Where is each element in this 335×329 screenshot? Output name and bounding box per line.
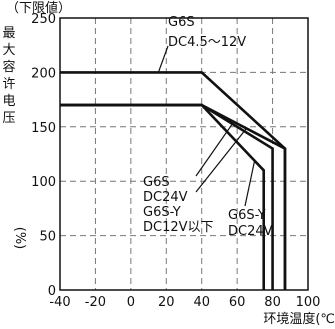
grid-lines: [60, 18, 308, 290]
leader-line: [195, 124, 233, 177]
series-label-line: G6S-Y: [143, 205, 181, 220]
series-line: [60, 103, 266, 290]
y-axis-label-char: 压: [2, 111, 15, 126]
plot-frame: [59, 17, 309, 291]
y-axis-unit: (%): [12, 227, 27, 250]
series-label-line: DC4.5～12V: [168, 35, 246, 50]
series-label-line: G6S: [143, 175, 170, 190]
series-label-line: G6S: [168, 15, 195, 30]
y-tick-label: 200: [31, 66, 56, 81]
y-axis-label-char: 容: [2, 59, 15, 75]
series-label-line: DC24V: [143, 190, 188, 205]
y-tick-label: 150: [31, 121, 56, 136]
series-label-g6s-y-dc24v: G6S-Y DC24V: [228, 208, 273, 239]
y-axis-label-char: 许: [2, 77, 15, 92]
x-tick-label: 40: [193, 295, 210, 310]
x-tick-label: 0: [127, 295, 135, 310]
series-label-line: DC12V以下: [143, 220, 214, 235]
y-axis-label-char: 最: [2, 26, 15, 41]
y-tick-label: 0: [48, 284, 56, 299]
series-label-g6s-dc4-5-12v: G6S DC4.5～12V: [168, 15, 246, 50]
x-tick-label: -20: [85, 295, 106, 310]
x-tick-label: 100: [296, 295, 321, 310]
x-tick-label: 80: [264, 295, 281, 310]
series-label-g6s-dc24v: G6S DC24V G6S-Y DC12V以下: [143, 175, 214, 235]
series-label-line: DC24V: [228, 224, 273, 239]
y-tick-label: 50: [39, 230, 56, 245]
x-tick-label: -40: [49, 295, 70, 310]
leader-line: [195, 128, 247, 193]
leader-line: [244, 159, 256, 207]
x-axis-label: 环境温度(℃: [263, 311, 335, 327]
x-tick-label: 60: [229, 295, 246, 310]
y-axis-label-char: 电: [2, 94, 15, 109]
x-tick-label: 20: [158, 295, 175, 310]
y-tick-label: 250: [31, 12, 56, 27]
header-text: （下限値）: [6, 0, 71, 16]
series-label-line: G6S-Y: [228, 208, 266, 223]
tick-labels: -40 -20 0 20 40 60 80 100 0 50 100 150 200 250: [31, 12, 320, 310]
leader-line: [157, 45, 169, 74]
y-tick-label: 100: [31, 175, 56, 190]
series-lines: [60, 71, 287, 290]
leader-lines: [157, 45, 256, 207]
y-axis-label-char: 大: [2, 43, 15, 58]
